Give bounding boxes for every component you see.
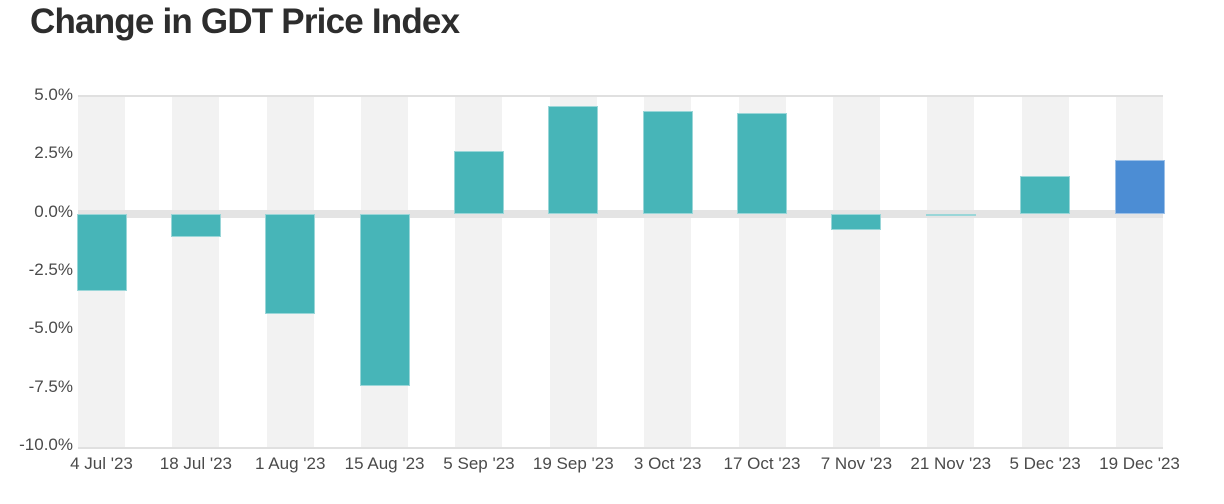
category-stripe xyxy=(1021,97,1069,447)
bar[interactable] xyxy=(642,111,693,214)
x-axis-category-label: 17 Oct '23 xyxy=(723,454,801,473)
chart-title: Change in GDT Price Index xyxy=(30,2,460,41)
y-axis-tick-label: 0.0% xyxy=(34,201,73,221)
y-axis-tick-label: 5.0% xyxy=(34,85,73,104)
bar[interactable] xyxy=(76,213,127,291)
zero-axis-band xyxy=(78,209,1163,218)
category-stripe xyxy=(927,97,975,447)
bar[interactable] xyxy=(359,213,410,387)
y-axis-tick-label: 2.5% xyxy=(34,143,73,163)
y-axis-tick-label: -5.0% xyxy=(28,318,73,338)
x-axis-category-label: 3 Oct '23 xyxy=(633,454,702,473)
x-axis-category-label: 19 Sep '23 xyxy=(532,454,614,473)
category-stripe xyxy=(832,97,880,447)
bar[interactable] xyxy=(1020,176,1071,214)
bar[interactable] xyxy=(265,213,316,314)
x-axis-category-label: 15 Aug '23 xyxy=(344,454,425,473)
bar[interactable] xyxy=(831,213,882,230)
category-stripe xyxy=(172,97,220,447)
x-axis-category-label: 5 Dec '23 xyxy=(1009,454,1081,473)
x-axis-category-label: 1 Aug '23 xyxy=(255,454,326,473)
category-stripe xyxy=(455,97,503,447)
x-axis-category-label: 7 Nov '23 xyxy=(820,454,893,473)
x-axis-category-label: 19 Dec '23 xyxy=(1099,454,1180,473)
y-axis-tick-label: -2.5% xyxy=(28,260,73,279)
x-axis-category-label: 18 Jul '23 xyxy=(159,454,232,473)
bar[interactable] xyxy=(925,213,976,216)
bar[interactable] xyxy=(170,213,221,237)
category-stripe xyxy=(1116,97,1163,447)
x-axis-category-label: 21 Nov '23 xyxy=(910,454,992,473)
y-axis-tick-label: -10.0% xyxy=(19,435,73,454)
bar[interactable] xyxy=(737,113,788,214)
y-axis-tick-label: -7.5% xyxy=(28,376,73,396)
bar[interactable] xyxy=(453,150,504,214)
x-axis-category-label: 5 Sep '23 xyxy=(443,454,515,473)
x-axis-category-label: 4 Jul '23 xyxy=(70,454,133,473)
bar[interactable] xyxy=(1114,160,1165,214)
plot-area xyxy=(76,95,1165,449)
bar[interactable] xyxy=(548,106,599,214)
